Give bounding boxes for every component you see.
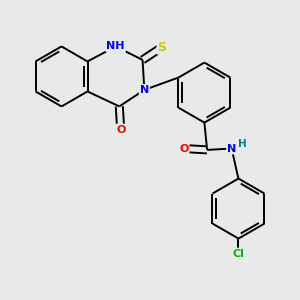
Text: Cl: Cl <box>232 249 244 259</box>
Text: N: N <box>140 85 149 95</box>
Text: N: N <box>227 143 236 154</box>
Text: O: O <box>116 124 125 135</box>
Text: S: S <box>158 40 166 54</box>
Text: O: O <box>179 143 189 154</box>
Text: H: H <box>238 140 246 149</box>
Text: NH: NH <box>106 41 125 52</box>
